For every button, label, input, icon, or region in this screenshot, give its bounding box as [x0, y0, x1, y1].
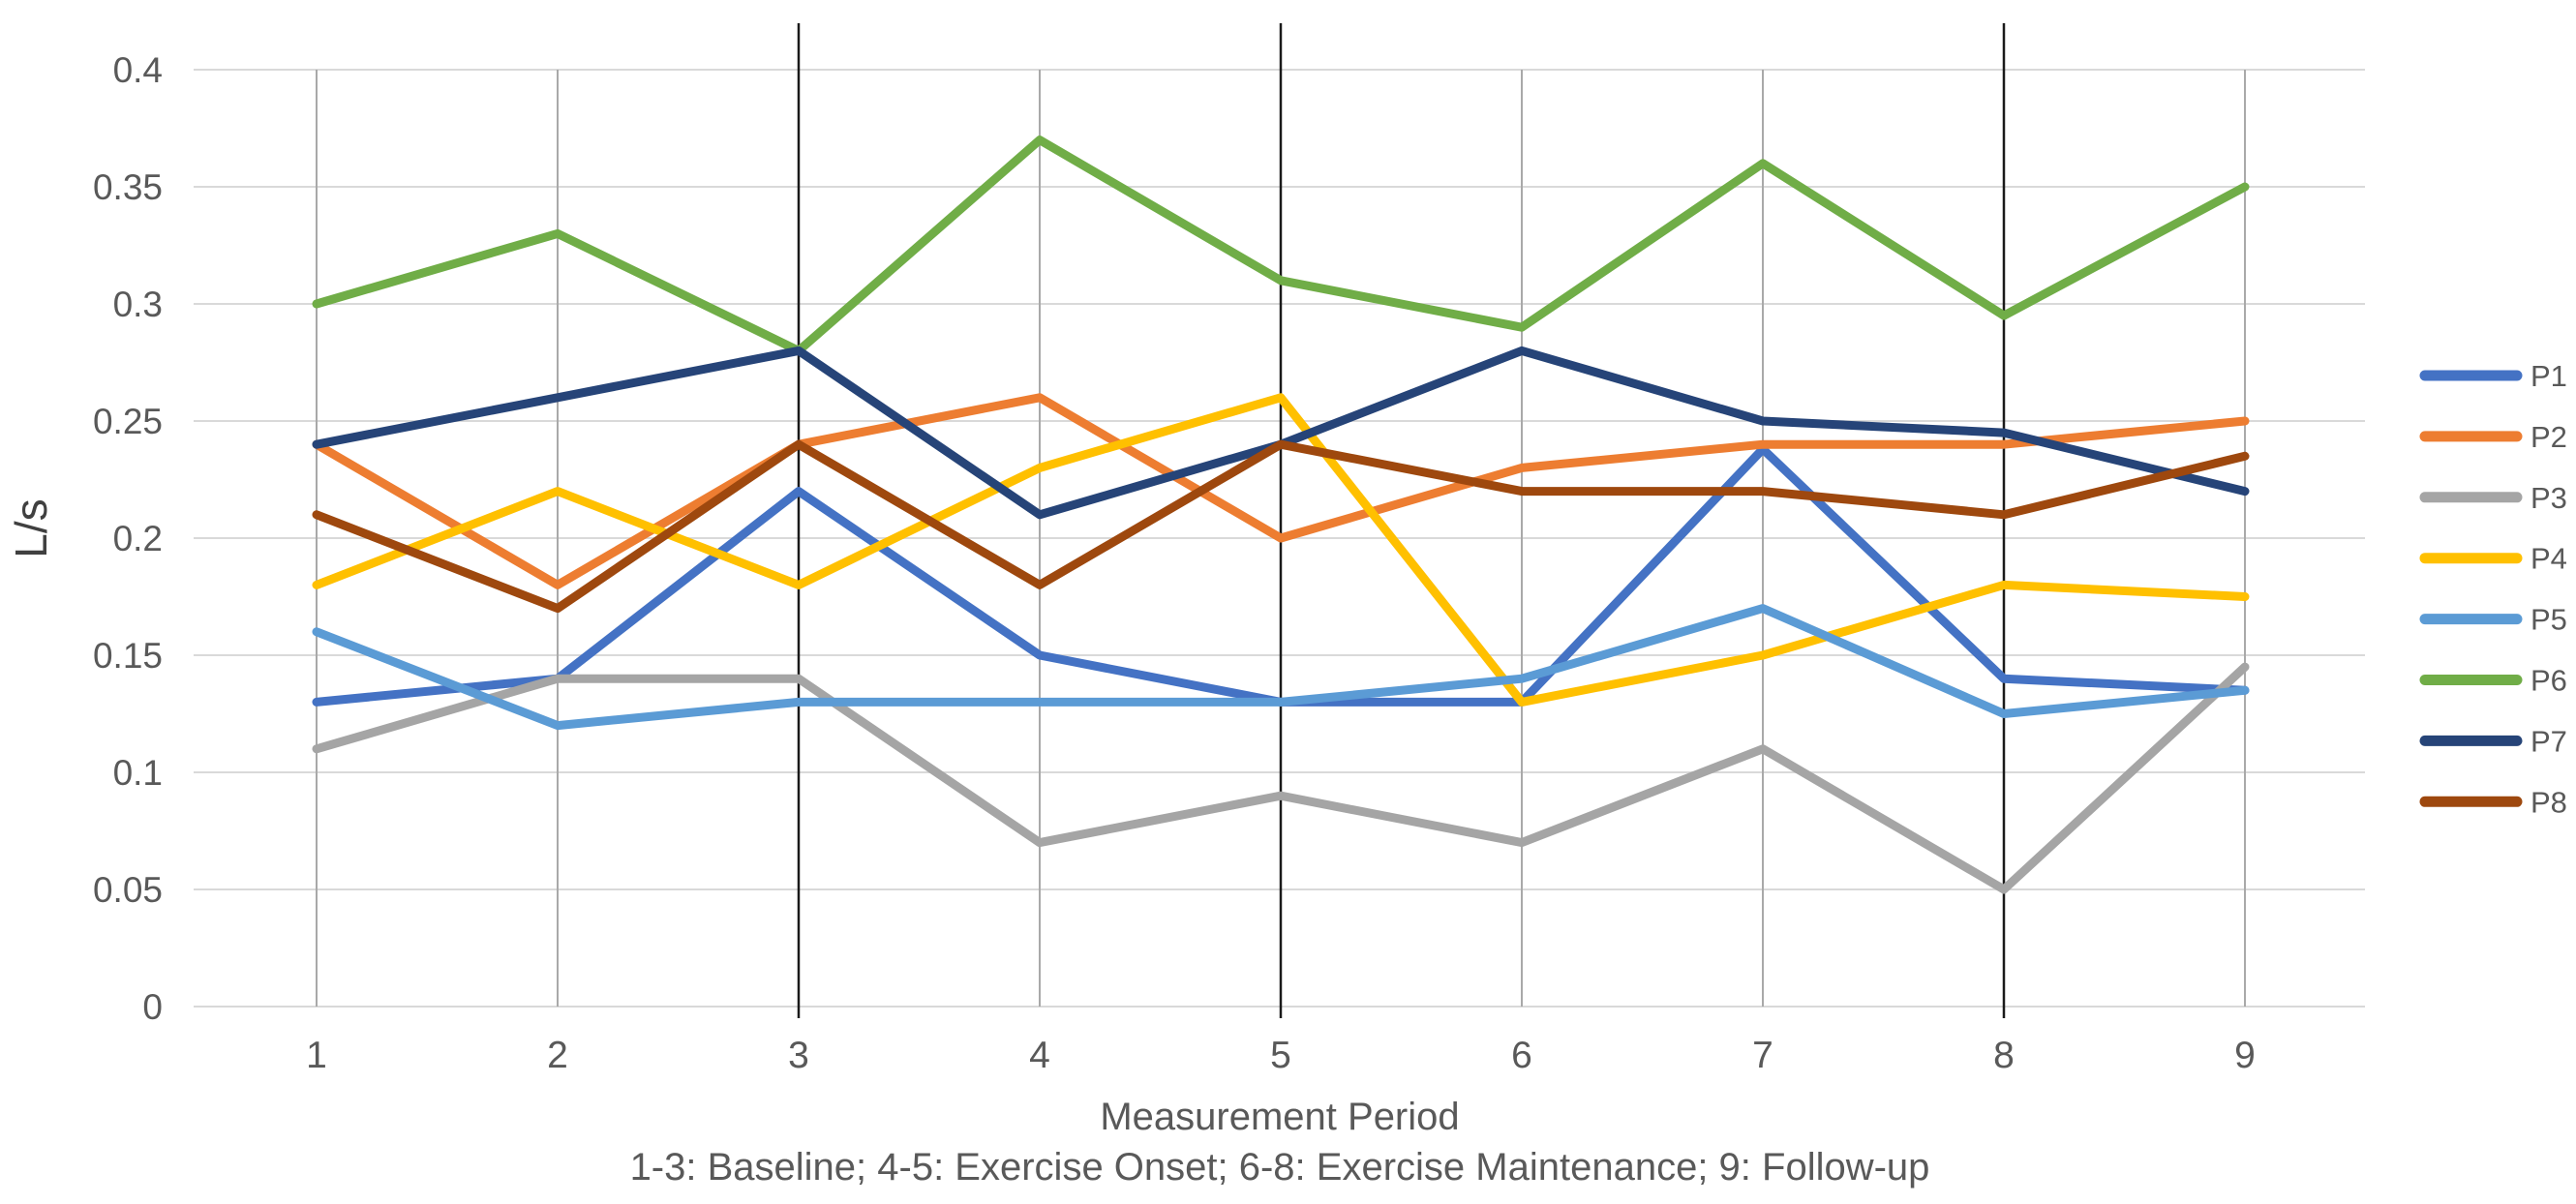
- series-line-P4: [312, 393, 2250, 707]
- legend-item-P3: P3: [2419, 481, 2567, 515]
- legend-label-P4: P4: [2531, 542, 2567, 576]
- x-tick-label: 9: [2234, 1035, 2256, 1076]
- legend-label-P8: P8: [2531, 785, 2567, 819]
- x-axis-subtitle: 1-3: Baseline; 4-5: Exercise Onset; 6-8:…: [630, 1146, 1930, 1189]
- series-lines: [312, 135, 2250, 894]
- x-tick-label: 4: [1029, 1035, 1050, 1076]
- y-tick-label: 0: [142, 987, 163, 1027]
- y-tick-label: 0.3: [113, 285, 163, 324]
- legend-label-P7: P7: [2531, 724, 2567, 758]
- x-tick-label: 1: [306, 1035, 327, 1076]
- y-tick-label: 0.05: [93, 870, 163, 910]
- y-axis-tick-labels: 0 0.05 0.1 0.15 0.2 0.25 0.3 0.35 0.4: [93, 50, 163, 1027]
- y-tick-label: 0.4: [113, 50, 163, 90]
- x-tick-label: 6: [1511, 1035, 1532, 1076]
- y-axis-title: L/s: [6, 498, 56, 557]
- legend-label-P2: P2: [2531, 420, 2567, 454]
- legend-item-P1: P1: [2419, 359, 2567, 393]
- x-tick-label: 7: [1752, 1035, 1773, 1076]
- y-tick-label: 0.2: [113, 519, 163, 558]
- series-line-P3: [312, 662, 2250, 894]
- legend-label-P3: P3: [2531, 481, 2567, 515]
- x-tick-label: 2: [547, 1035, 568, 1076]
- legend-label-P6: P6: [2531, 664, 2567, 698]
- y-tick-label: 0.1: [113, 753, 163, 793]
- x-tick-label: 8: [1993, 1035, 2015, 1076]
- x-axis-title: Measurement Period: [1100, 1096, 1459, 1138]
- x-tick-label: 5: [1270, 1035, 1291, 1076]
- legend-item-P4: P4: [2419, 542, 2567, 576]
- series-line-P2: [312, 393, 2250, 589]
- legend-label-P5: P5: [2531, 603, 2567, 637]
- y-tick-label: 0.25: [93, 402, 163, 441]
- series-line-P8: [312, 439, 2250, 614]
- series-line-P5: [312, 604, 2250, 731]
- series-line-P6: [312, 135, 2250, 355]
- legend-item-P6: P6: [2419, 664, 2567, 698]
- legend-item-P8: P8: [2419, 785, 2567, 819]
- legend-item-P2: P2: [2419, 420, 2567, 454]
- legend-item-P5: P5: [2419, 603, 2567, 637]
- legend: P1 P2 P3 P4 P5 P6 P7 P8: [2419, 359, 2567, 819]
- y-tick-label: 0.35: [93, 167, 163, 207]
- y-tick-label: 0.15: [93, 636, 163, 676]
- legend-label-P1: P1: [2531, 359, 2567, 393]
- x-axis-tick-labels: 1 2 3 4 5 6 7 8 9: [306, 1035, 2256, 1076]
- legend-item-P7: P7: [2419, 724, 2567, 758]
- x-tick-label: 3: [788, 1035, 809, 1076]
- phase-boundary-lines: [797, 23, 2006, 1018]
